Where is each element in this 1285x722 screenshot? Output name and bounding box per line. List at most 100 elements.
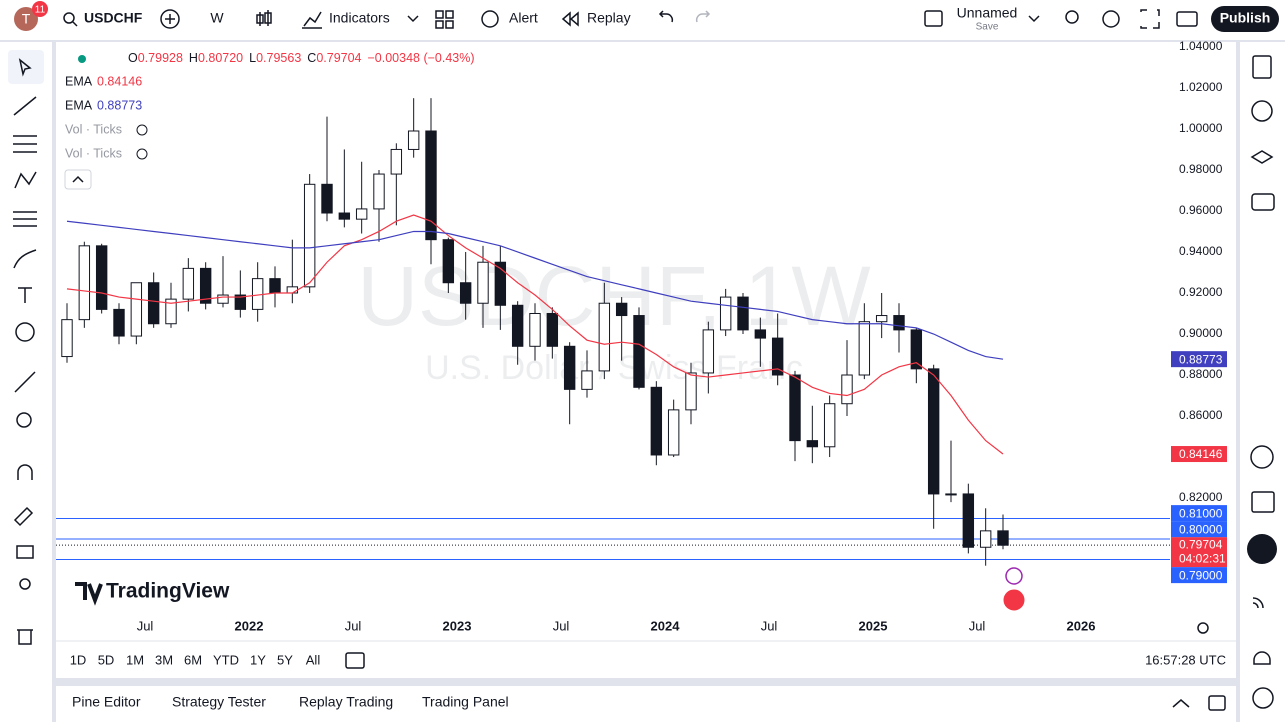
zoom-tool[interactable] [16,412,32,428]
calendar-icon[interactable] [1251,491,1275,513]
lock-tool[interactable] [16,545,34,559]
indicator-name[interactable]: EMA [65,74,93,88]
candle-body [355,208,368,220]
search-icon[interactable] [63,12,75,24]
layouts-icon[interactable] [435,10,454,29]
maximize-panel-icon[interactable] [1208,695,1226,711]
layout-dropdown[interactable] [1028,15,1040,23]
panel-tab[interactable]: Pine Editor [72,694,141,710]
replay-button[interactable]: Replay [587,10,631,26]
avatar[interactable] [14,7,38,31]
timeframe-button[interactable]: 5D [98,652,115,667]
notifications-icon[interactable] [1253,651,1271,665]
indicator-value: 0.88773 [97,98,142,112]
lock-drawing-tool[interactable] [13,506,34,527]
timeframe-button[interactable]: 3M [155,652,173,667]
date-range-icon[interactable] [345,652,365,669]
candle-body [78,245,91,321]
visibility-tool[interactable] [19,578,31,590]
chart-type-icon[interactable] [256,10,272,26]
trash-tool[interactable] [17,629,33,645]
save-label[interactable]: Save [976,22,999,33]
collapse-panel-icon[interactable] [1172,699,1190,708]
candle-body [737,296,749,331]
indicators-icon[interactable] [302,11,322,29]
panel-tab[interactable]: Trading Panel [422,694,509,710]
candle-body [338,212,351,220]
indicator-name[interactable]: Vol · Ticks [65,122,122,136]
dropdown-arrow[interactable] [407,15,419,23]
quick-search-icon[interactable] [1065,10,1079,24]
timeframe-button[interactable]: 5Y [277,652,293,667]
market-status [78,55,86,63]
apps-button[interactable] [1247,534,1277,564]
fib-tool[interactable] [13,135,37,153]
interval[interactable]: W [210,10,224,26]
alert-icon[interactable] [481,10,499,28]
help-icon[interactable] [1252,687,1274,709]
candle-body [390,148,403,175]
text-tool[interactable] [18,287,32,303]
emoji-tool[interactable] [15,322,35,342]
symbol[interactable]: USDCHF [84,10,143,26]
layers-icon[interactable] [1250,150,1274,164]
candle-body [875,315,888,323]
replay-icon[interactable] [561,11,579,27]
badge [32,1,48,17]
fullscreen-icon[interactable] [1140,9,1160,29]
x-tick-label: 2026 [1067,618,1096,633]
indicator-name[interactable]: Vol · Ticks [65,146,122,160]
candle-body [979,530,992,548]
alert-button[interactable]: Alert [509,10,538,26]
streams-icon[interactable] [1252,597,1264,609]
ohlc-value: 0.79928 [138,51,183,65]
ohlc-value: 0.80720 [198,51,243,65]
target-icon[interactable] [1250,445,1274,469]
ruler-tool[interactable] [14,371,36,393]
brush-tool[interactable] [13,249,37,269]
hidden-icon[interactable] [136,148,148,160]
layout-icon[interactable] [924,10,943,27]
publish-button[interactable] [1211,6,1279,32]
economic-event-marker[interactable] [1003,589,1025,611]
candle-body [442,239,455,284]
hidden-icon[interactable] [136,124,148,136]
watchlist-icon[interactable] [1252,55,1272,79]
timeframe-button[interactable]: 1Y [250,652,266,667]
settings-icon[interactable] [1102,10,1120,28]
panel-tab[interactable]: Replay Trading [299,694,393,710]
screenshot-icon[interactable] [1176,11,1198,27]
event-marker[interactable] [1005,567,1023,585]
trend-line-tool[interactable] [13,96,37,116]
timeframe-button[interactable]: All [306,652,321,667]
ema-line [66,220,1004,360]
timeframe-button[interactable]: 6M [184,652,202,667]
candle-body [61,319,73,358]
layout-name[interactable]: Unnamed [957,5,1018,21]
timeframe-button[interactable]: 1M [126,652,144,667]
axis-settings[interactable] [1197,622,1209,634]
candle-body [95,245,108,310]
add-symbol-icon[interactable] [160,9,180,29]
candle-body [685,372,697,411]
chat-icon[interactable] [1251,193,1275,211]
forecast-tool[interactable] [13,211,37,227]
pattern-tool[interactable] [14,171,37,189]
cursor-tool[interactable] [18,58,32,77]
timeframe-button[interactable]: 1D [70,652,87,667]
logo-mark [75,582,103,606]
y-tick-label: 1.02000 [1179,80,1223,94]
undo-icon[interactable] [658,10,674,23]
chart-panel [56,42,1236,678]
panel-tab[interactable]: Strategy Tester [172,694,266,710]
candle-body [598,302,611,372]
alerts-icon[interactable] [1251,100,1273,122]
magnet-tool[interactable] [17,464,33,480]
candle-body [546,312,559,347]
indicator-name[interactable]: EMA [65,98,93,112]
collapse-legend[interactable] [64,169,92,190]
timeframe-button[interactable]: YTD [213,652,239,667]
indicators-button[interactable]: Indicators [329,10,390,26]
indicator-value: 0.84146 [97,74,142,88]
